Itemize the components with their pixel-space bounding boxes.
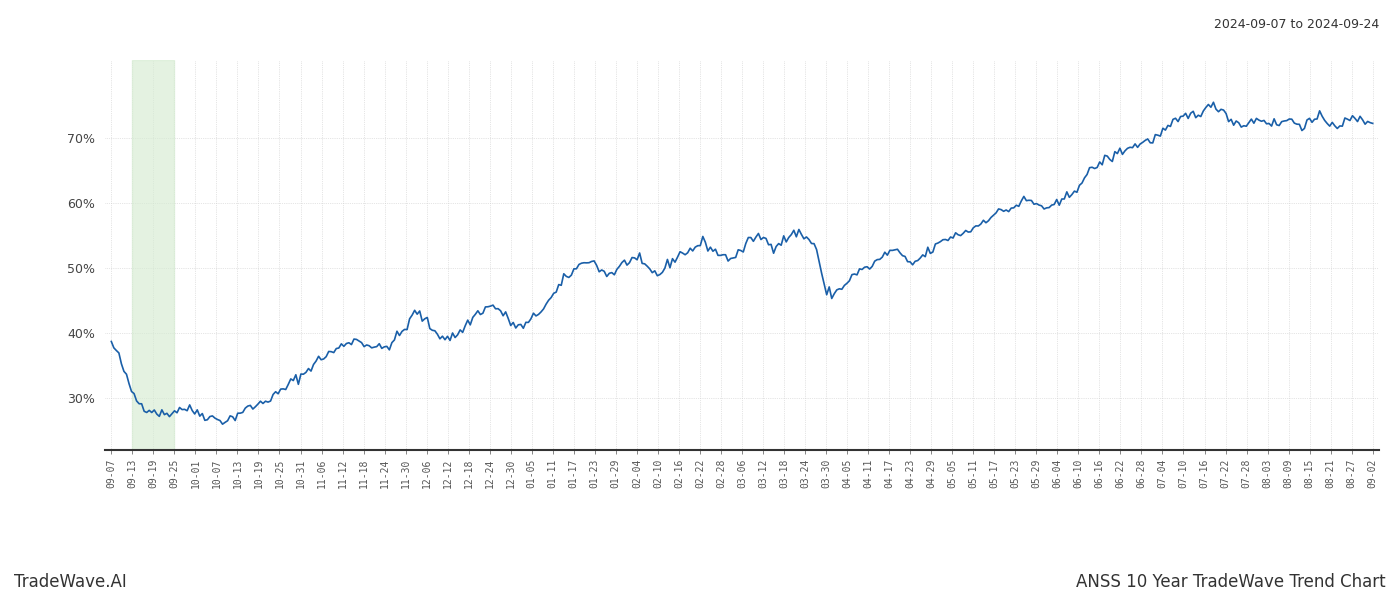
Text: 2024-09-07 to 2024-09-24: 2024-09-07 to 2024-09-24 <box>1214 18 1379 31</box>
Text: TradeWave.AI: TradeWave.AI <box>14 573 127 591</box>
Text: ANSS 10 Year TradeWave Trend Chart: ANSS 10 Year TradeWave Trend Chart <box>1077 573 1386 591</box>
Bar <box>133 60 175 450</box>
